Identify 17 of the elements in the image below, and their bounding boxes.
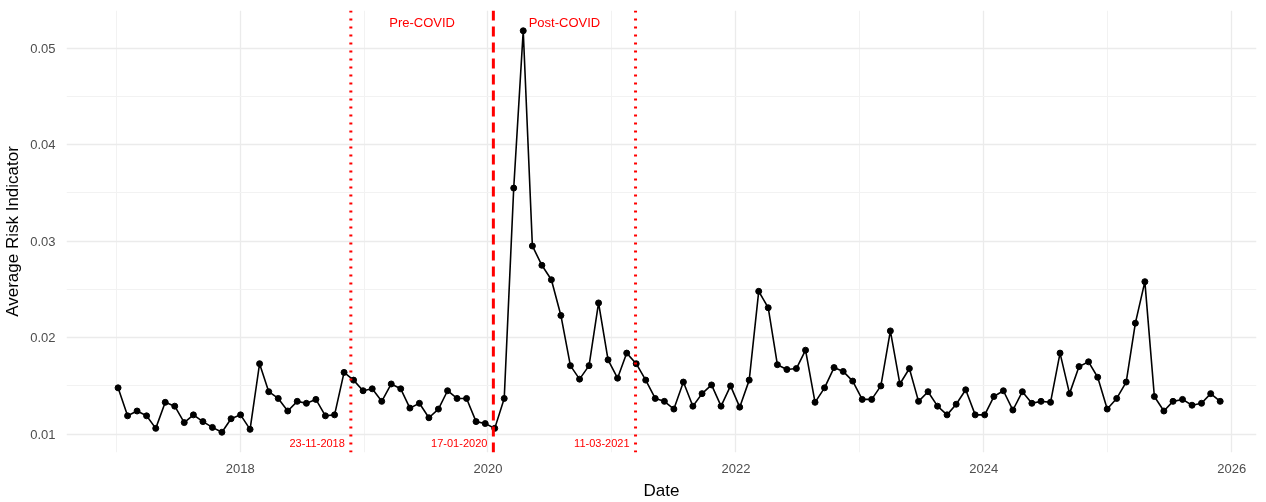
ref-line-label: 11-03-2021 [574,436,630,449]
y-tick-label: 0.05 [30,40,56,56]
x-tick-label: 2020 [473,460,503,476]
ref-line-label: 23-11-2018 [289,436,345,449]
x-tick-label: 2022 [721,460,751,476]
y-axis-title: Average Risk Indicator [3,145,23,317]
x-axis-title: Date [643,480,680,500]
x-tick-label: 2026 [1217,460,1247,476]
y-tick-label: 0.03 [30,233,56,249]
annotation: Pre-COVID [389,14,455,30]
y-tick-label: 0.04 [30,137,56,153]
annotation: Post-COVID [528,14,601,30]
y-tick-label: 0.01 [30,426,56,442]
x-tick-label: 2024 [969,460,999,476]
y-tick-label: 0.02 [30,330,56,346]
ref-line-label: 17-01-2020 [431,436,488,449]
x-tick-label: 2018 [225,460,255,476]
